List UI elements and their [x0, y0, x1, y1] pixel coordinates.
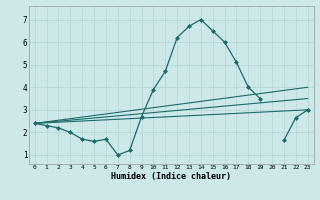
X-axis label: Humidex (Indice chaleur): Humidex (Indice chaleur) — [111, 172, 231, 181]
